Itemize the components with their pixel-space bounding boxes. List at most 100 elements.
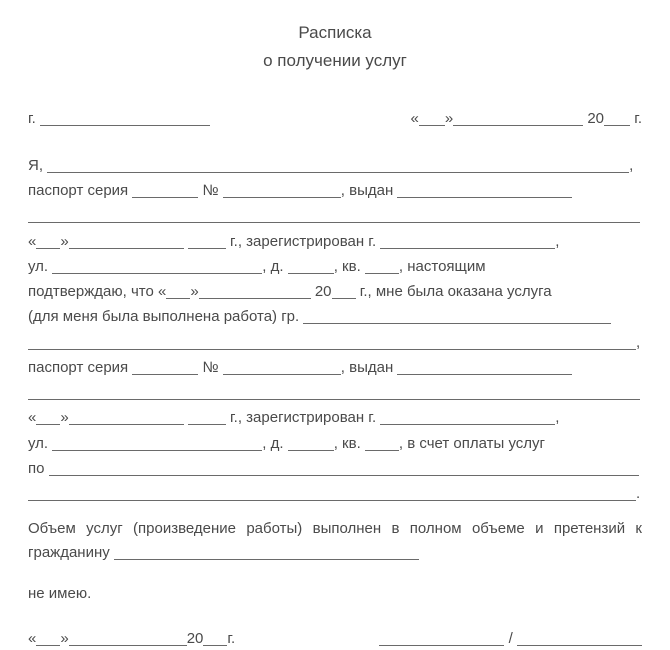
line-by: по <box>28 457 642 480</box>
reg-suffix2: г., зарегистрирован г. <box>230 409 376 426</box>
year-suffix: г. <box>634 110 642 127</box>
i-prefix: Я, <box>28 157 43 174</box>
line-work: (для меня была выполнена работа) гр. <box>28 305 642 328</box>
line-full-2: , <box>28 331 642 354</box>
conf-month[interactable] <box>199 284 311 299</box>
full-blank-2[interactable] <box>28 335 636 350</box>
signature-row: « » 20 г. / <box>28 627 642 650</box>
payment-tail: , в счет оплаты услуг <box>399 435 545 452</box>
line-passport1: паспорт серия № , выдан <box>28 179 642 202</box>
reg-city2[interactable] <box>380 410 555 425</box>
doc-title: Расписка <box>28 20 642 46</box>
line-full-1 <box>28 204 642 227</box>
sig-decipher[interactable] <box>517 631 642 646</box>
reg-year2[interactable] <box>188 410 226 425</box>
confirm-tail: , настоящим <box>399 258 486 275</box>
issued-blank2[interactable] <box>397 360 572 375</box>
conf-day[interactable] <box>166 284 190 299</box>
sig-close: » <box>60 627 68 650</box>
sig-day[interactable] <box>36 631 60 646</box>
flat-prefix: , кв. <box>334 258 361 275</box>
series-blank[interactable] <box>132 183 198 198</box>
date-close: » <box>60 233 68 250</box>
closing-tail: не имею. <box>28 585 91 602</box>
issued-blank[interactable] <box>397 183 572 198</box>
number-sign2: № <box>203 359 219 376</box>
street-prefix: ул. <box>28 258 48 275</box>
number-blank[interactable] <box>223 183 341 198</box>
city-group: г. <box>28 107 210 130</box>
reg-city[interactable] <box>380 234 555 249</box>
line-reg2: «» г., зарегистрирован г. , <box>28 406 642 429</box>
date-open2: « <box>28 409 36 426</box>
full-blank-3[interactable] <box>28 385 640 400</box>
reg-month[interactable] <box>69 234 184 249</box>
street-blank2[interactable] <box>52 436 262 451</box>
city-blank[interactable] <box>40 111 210 126</box>
sig-sign[interactable] <box>379 631 504 646</box>
line-passport2: паспорт серия № , выдан <box>28 356 642 379</box>
city-prefix: г. <box>28 110 36 127</box>
closing-para: Объем услуг (произведение работы) выполн… <box>28 517 642 564</box>
reg-month2[interactable] <box>69 410 184 425</box>
year-blank[interactable] <box>604 111 630 126</box>
date-group: « » 20 г. <box>410 107 642 130</box>
house-prefix: , д. <box>262 258 283 275</box>
line-addr1: ул. , д. , кв. , настоящим <box>28 255 642 278</box>
date-close2: » <box>60 409 68 426</box>
passport-series-label2: паспорт серия <box>28 359 128 376</box>
year-prefix: 20 <box>587 110 604 127</box>
line-addr2: ул. , д. , кв. , в счет оплаты услуг <box>28 432 642 455</box>
name-blank[interactable] <box>47 158 629 173</box>
reg-day2[interactable] <box>36 410 60 425</box>
issued-label2: , выдан <box>341 359 393 376</box>
flat-blank[interactable] <box>365 259 399 274</box>
sig-year-suffix: г. <box>227 627 235 650</box>
sig-year[interactable] <box>203 631 227 646</box>
gr-blank[interactable] <box>303 309 611 324</box>
quote-close: » <box>445 110 453 127</box>
conf-year[interactable] <box>332 284 356 299</box>
sig-month[interactable] <box>69 631 187 646</box>
flat-prefix2: , кв. <box>334 435 361 452</box>
house-blank[interactable] <box>288 259 334 274</box>
issued-label: , выдан <box>341 182 393 199</box>
flat-blank2[interactable] <box>365 436 399 451</box>
by-blank[interactable] <box>49 461 639 476</box>
sig-year-prefix: 20 <box>187 627 204 650</box>
quote-open: « <box>410 110 418 127</box>
passport-series-label: паспорт серия <box>28 182 128 199</box>
by-prefix: по <box>28 460 44 477</box>
confirm-mid: » <box>190 283 198 300</box>
reg-day[interactable] <box>36 234 60 249</box>
work-done: (для меня была выполнена работа) гр. <box>28 308 299 325</box>
sig-slash: / <box>509 627 513 650</box>
line-i: Я, , <box>28 154 642 177</box>
month-blank[interactable] <box>453 111 583 126</box>
confirm-line: подтверждаю, что « <box>28 283 166 300</box>
line-confirm: подтверждаю, что « » 20 г., мне была оказ… <box>28 280 642 303</box>
confirm-tail2: г., мне была оказана услуга <box>360 283 552 300</box>
date-open: « <box>28 233 36 250</box>
number-sign: № <box>203 182 219 199</box>
reg-suffix: г., зарегистрирован г. <box>230 233 376 250</box>
citizen-blank[interactable] <box>114 545 419 560</box>
full-blank-4[interactable] <box>28 486 636 501</box>
street-prefix2: ул. <box>28 435 48 452</box>
full-blank-1[interactable] <box>28 208 640 223</box>
street-blank[interactable] <box>52 259 262 274</box>
house-blank2[interactable] <box>288 436 334 451</box>
city-date-row: г. « » 20 г. <box>28 107 642 130</box>
doc-subtitle: о получении услуг <box>28 48 642 74</box>
day-blank[interactable] <box>419 111 445 126</box>
line-reg1: «» г., зарегистрирован г. , <box>28 230 642 253</box>
house-prefix2: , д. <box>262 435 283 452</box>
series-blank2[interactable] <box>132 360 198 375</box>
confirm-year: 20 <box>315 283 332 300</box>
reg-year[interactable] <box>188 234 226 249</box>
line-full-4: . <box>28 482 642 505</box>
sig-open: « <box>28 627 36 650</box>
closing-tail-row: не имею. <box>28 582 642 605</box>
number-blank2[interactable] <box>223 360 341 375</box>
line-full-3 <box>28 381 642 404</box>
